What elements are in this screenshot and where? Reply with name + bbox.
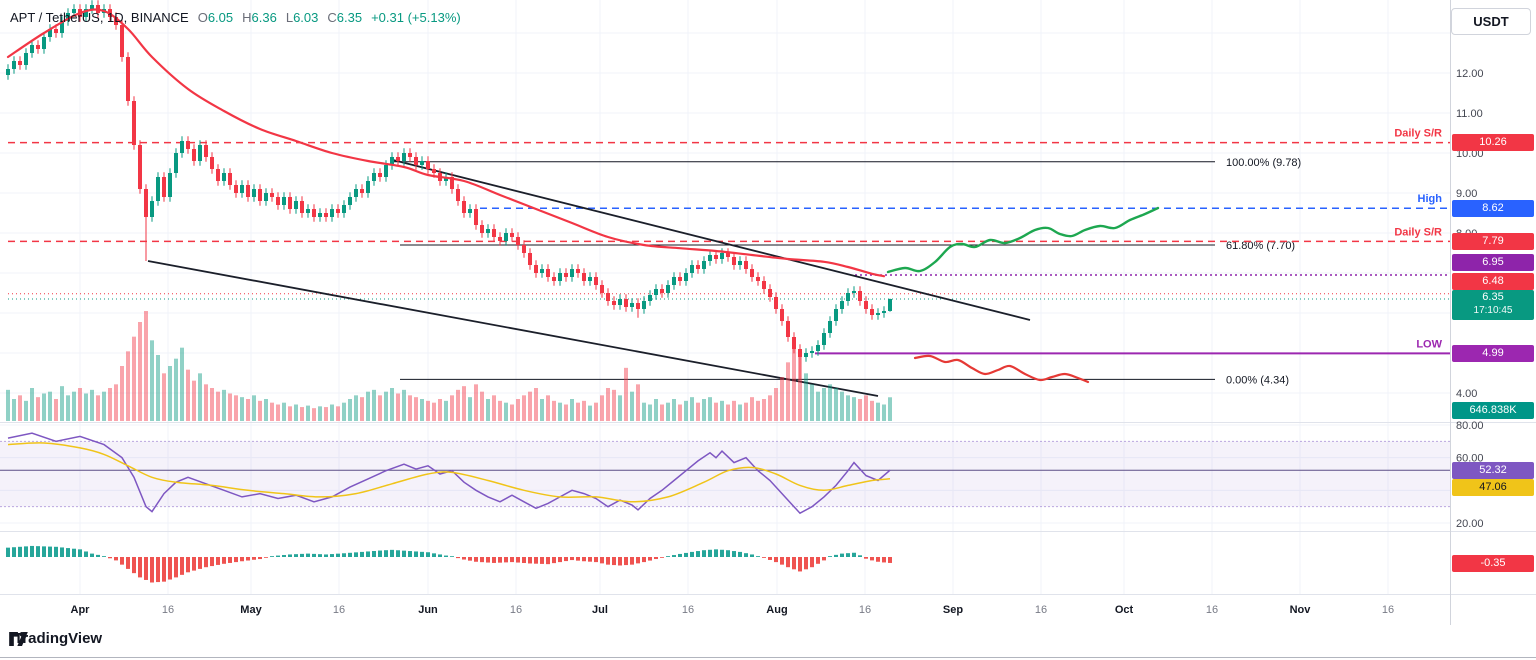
svg-text:4.00: 4.00 bbox=[1456, 388, 1477, 400]
symbol-legend: APT / TetherUS, 1D, BINANCE O6.05 H6.36 … bbox=[10, 10, 461, 25]
last-price-badge: 6.35 17:10:45 bbox=[1452, 290, 1534, 320]
svg-text:Daily S/R: Daily S/R bbox=[1394, 226, 1442, 238]
svg-text:9.00: 9.00 bbox=[1456, 188, 1477, 200]
currency-toggle-button[interactable]: USDT bbox=[1451, 8, 1531, 35]
rsi-ma-line bbox=[7, 442, 891, 503]
macd-histogram bbox=[6, 545, 892, 583]
ohlc-close: C6.35 bbox=[327, 10, 363, 25]
axis-badge: -0.35 bbox=[1452, 554, 1534, 572]
countdown-timer: 17:10:45 bbox=[1473, 305, 1513, 316]
rsi-line bbox=[7, 432, 891, 515]
axis-badge: 10.26 bbox=[1452, 134, 1534, 152]
horizontal-levels[interactable]: Daily S/R Daily S/R High LOW bbox=[8, 128, 1450, 355]
ma-red-line[interactable] bbox=[6, 8, 886, 278]
svg-text:16: 16 bbox=[682, 604, 694, 616]
axis-badge: 8.62 bbox=[1452, 199, 1534, 217]
axis-badge: 6.48 bbox=[1452, 273, 1534, 291]
symbol-title[interactable]: APT / TetherUS, 1D, BINANCE bbox=[10, 10, 189, 25]
svg-text:80.00: 80.00 bbox=[1456, 420, 1484, 432]
svg-text:100.00% (9.78): 100.00% (9.78) bbox=[1226, 157, 1301, 169]
svg-text:61.80% (7.70): 61.80% (7.70) bbox=[1226, 240, 1295, 252]
svg-text:Jul: Jul bbox=[592, 604, 608, 616]
pane-separators[interactable] bbox=[0, 0, 1536, 625]
svg-text:Daily S/R: Daily S/R bbox=[1394, 128, 1442, 140]
fib-retracement[interactable]: 100.00% (9.78) 61.80% (7.70) 0.00% (4.34) bbox=[393, 157, 1301, 387]
axis-badge: 47.06 bbox=[1452, 479, 1534, 497]
rsi-band bbox=[0, 440, 1450, 508]
svg-text:Oct: Oct bbox=[1115, 604, 1134, 616]
svg-text:Aug: Aug bbox=[766, 604, 787, 616]
svg-text:May: May bbox=[240, 604, 262, 616]
price-change: +0.31 (+5.13%) bbox=[371, 10, 461, 25]
tradingview-wordmark[interactable]: TradingView bbox=[14, 630, 103, 647]
svg-text:High: High bbox=[1418, 193, 1443, 205]
trendlines[interactable] bbox=[147, 159, 1031, 397]
bearish-projection-path[interactable] bbox=[913, 354, 1090, 384]
svg-text:16: 16 bbox=[859, 604, 871, 616]
svg-text:11.00: 11.00 bbox=[1456, 108, 1483, 120]
svg-text:16: 16 bbox=[1206, 604, 1218, 616]
time-axis[interactable]: Apr 16 May 16 Jun 16 Jul 16 Aug 16 Sep 16 Oct 16 Nov 16 bbox=[71, 604, 1395, 616]
svg-text:16: 16 bbox=[333, 604, 345, 616]
footer: TradingView bbox=[8, 630, 102, 647]
svg-text:Sep: Sep bbox=[943, 604, 963, 616]
volume-bars bbox=[6, 311, 892, 421]
svg-text:12.00: 12.00 bbox=[1456, 68, 1484, 80]
svg-text:Apr: Apr bbox=[71, 604, 91, 616]
axis-badge: 4.99 bbox=[1452, 344, 1534, 362]
axis-badge: 52.32 bbox=[1452, 461, 1534, 479]
svg-text:Jun: Jun bbox=[418, 604, 438, 616]
axis-badge: 6.95 bbox=[1452, 253, 1534, 271]
grid-layer bbox=[0, 0, 1450, 594]
svg-text:Nov: Nov bbox=[1290, 604, 1312, 616]
svg-text:60.00: 60.00 bbox=[1456, 453, 1484, 465]
bullish-projection-path[interactable] bbox=[886, 206, 1160, 274]
svg-text:20.00: 20.00 bbox=[1456, 518, 1484, 530]
candles-layer bbox=[6, 0, 892, 380]
axis-badge: 646.838K bbox=[1452, 401, 1534, 419]
ohlc-low: L6.03 bbox=[285, 10, 319, 25]
svg-text:0.00% (4.34): 0.00% (4.34) bbox=[1226, 374, 1289, 386]
svg-text:16: 16 bbox=[162, 604, 174, 616]
svg-text:16: 16 bbox=[1382, 604, 1394, 616]
axis-badge: 7.79 bbox=[1452, 232, 1534, 250]
ohlc-high: H6.36 bbox=[242, 10, 277, 25]
svg-text:16: 16 bbox=[1035, 604, 1047, 616]
svg-text:16: 16 bbox=[510, 604, 522, 616]
page-bottom-border bbox=[0, 657, 1536, 658]
svg-text:LOW: LOW bbox=[1416, 338, 1442, 350]
ohlc-open: O6.05 bbox=[197, 10, 234, 25]
